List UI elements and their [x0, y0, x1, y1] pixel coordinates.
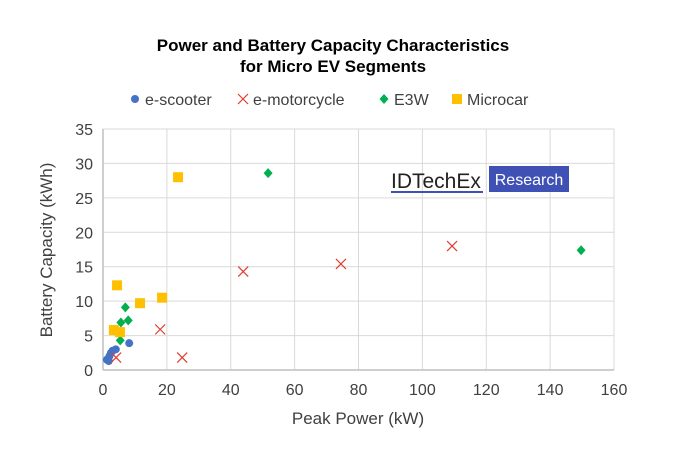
e-motorcycle-point [176, 352, 188, 364]
chart-title-line-2: for Micro EV Segments [240, 57, 426, 76]
y-tick-label: 25 [75, 191, 93, 208]
legend-item-e-motorcycle: e-motorcycle [253, 92, 345, 109]
logo-brand: IDTechEx [391, 170, 481, 193]
x-tick-label: 0 [99, 382, 108, 399]
x-tick-label: 160 [601, 382, 628, 399]
y-tick-label: 30 [75, 156, 93, 173]
x-tick-label: 120 [473, 382, 500, 399]
x-axis-label: Peak Power (kW) [292, 409, 424, 428]
y-tick-label: 5 [84, 329, 93, 346]
x-tick-label: 140 [537, 382, 564, 399]
Microcar-point [173, 172, 184, 183]
x-tick-label: 100 [409, 382, 436, 399]
legend-item-e-scooter: e-scooter [145, 92, 212, 109]
logo-tag: Research [495, 172, 563, 189]
E3W-point [576, 245, 586, 256]
e-motorcycle-point [335, 258, 347, 270]
E3W-point [115, 335, 125, 346]
y-tick-label: 20 [75, 225, 93, 242]
Microcar-legend-marker [452, 94, 462, 104]
x-tick-label: 80 [350, 382, 368, 399]
e-scooter-point [125, 339, 134, 348]
Microcar-point [135, 298, 146, 309]
E3W-point [116, 317, 126, 328]
E3W-legend-marker [379, 94, 389, 104]
Microcar-point [114, 327, 125, 338]
e-motorcycle-point [154, 323, 166, 335]
e-motorcycle-legend-marker [237, 93, 249, 105]
E3W-point [120, 302, 130, 313]
chart-title-line-1: Power and Battery Capacity Characteristi… [157, 36, 509, 55]
E3W-point [123, 315, 133, 326]
y-tick-label: 35 [75, 122, 93, 139]
e-scooter-legend-marker [131, 95, 139, 103]
e-motorcycle-point [237, 266, 249, 277]
legend: e-scooter e-motorcycle E3W Microcar [131, 92, 529, 109]
E3W-point [263, 168, 273, 179]
e-motorcycle-point [110, 352, 122, 364]
x-tick-label: 20 [158, 382, 176, 399]
data-points [102, 168, 586, 366]
x-tick-label: 40 [222, 382, 240, 399]
y-axis-label: Battery Capacity (kWh) [37, 163, 56, 338]
legend-item-E3W: E3W [394, 92, 430, 109]
Microcar-point [112, 280, 123, 291]
idtechex-logo: IDTechEx Research [391, 166, 569, 193]
y-tick-label: 0 [84, 363, 93, 380]
e-scooter-point [111, 345, 120, 354]
grid [102, 128, 615, 371]
tick-labels: 0 5 10 15 20 25 30 35 0 20 40 60 80 100 120 140 160 [75, 122, 627, 399]
x-tick-label: 60 [286, 382, 304, 399]
e-motorcycle-point [446, 240, 458, 252]
y-tick-label: 15 [75, 260, 93, 277]
legend-item-Microcar: Microcar [467, 92, 529, 109]
Microcar-point [157, 292, 168, 303]
y-tick-label: 10 [75, 294, 93, 311]
Microcar-point [108, 325, 119, 336]
